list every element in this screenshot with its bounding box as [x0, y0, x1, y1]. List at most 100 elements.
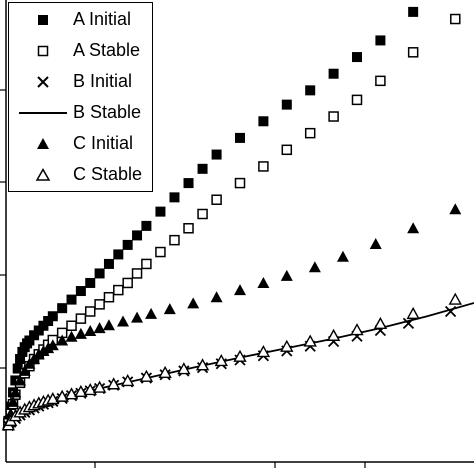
data-point-c-stable — [46, 392, 60, 405]
legend-label: B Stable — [73, 102, 142, 122]
data-point-a-stable — [407, 47, 419, 58]
data-point-a-stable — [197, 208, 208, 220]
data-point-a-stable — [84, 306, 96, 317]
data-point-a-initial — [47, 311, 58, 322]
data-point-a-stable — [169, 234, 180, 246]
data-point-a-initial — [66, 294, 77, 305]
legend-item-c-stable: C Stable — [9, 160, 152, 190]
data-point-a-initial — [328, 68, 339, 79]
data-point-a-initial — [75, 286, 86, 297]
data-point-a-stable — [103, 291, 115, 303]
data-point-c-initial — [407, 222, 420, 234]
legend-label: B Initial — [73, 71, 133, 91]
legend-item-b-stable: B Stable — [9, 98, 152, 128]
data-point-c-stable — [233, 349, 247, 362]
data-point-c-stable — [303, 334, 317, 347]
data-point-c-initial — [234, 284, 246, 296]
data-point-a-initial — [183, 178, 194, 189]
data-point-a-stable — [113, 284, 124, 296]
data-point-a-stable — [122, 277, 133, 289]
data-point-c-stable — [280, 339, 294, 352]
data-point-c-stable — [106, 377, 121, 390]
data-point-c-initial — [84, 324, 97, 336]
data-point-c-initial — [56, 334, 69, 346]
data-point-a-stable — [304, 127, 316, 139]
data-point-c-stable — [448, 292, 462, 305]
series-c-stable — [1, 292, 462, 431]
data-point-c-stable — [256, 344, 271, 358]
legend-label: A Stable — [73, 40, 141, 60]
data-point-c-stable — [120, 373, 135, 387]
filled-square-marker-icon — [38, 15, 48, 25]
data-point-a-initial — [258, 116, 269, 127]
data-point-c-initial — [18, 364, 31, 376]
data-point-a-initial — [57, 303, 68, 314]
data-point-c-stable — [406, 306, 420, 320]
data-point-c-initial — [369, 237, 382, 249]
data-point-a-initial — [15, 354, 26, 365]
legend-item-a-stable: A Stable — [9, 36, 152, 66]
data-point-c-initial — [37, 344, 50, 356]
data-point-c-initial — [74, 327, 87, 339]
data-point-a-initial — [281, 99, 292, 110]
data-point-a-initial — [12, 363, 23, 374]
data-point-a-initial — [132, 230, 143, 241]
data-point-a-stable — [66, 320, 77, 332]
data-point-c-initial — [93, 322, 106, 334]
data-point-c-initial — [163, 303, 176, 315]
data-point-c-initial — [280, 269, 293, 281]
data-point-c-initial — [257, 276, 270, 288]
data-point-a-initial — [24, 335, 35, 346]
legend-item-b-initial: B Initial — [9, 67, 152, 97]
data-point-a-stable — [141, 258, 152, 270]
data-point-c-initial — [14, 374, 27, 386]
data-point-a-initial — [305, 85, 316, 96]
data-point-c-stable — [74, 384, 88, 398]
data-point-a-initial — [197, 163, 208, 174]
data-point-c-initial — [42, 342, 55, 354]
data-point-c-initial — [131, 311, 144, 323]
data-point-c-stable — [55, 389, 69, 402]
data-point-c-initial — [117, 315, 129, 327]
data-point-a-initial — [352, 52, 362, 63]
data-point-c-initial — [65, 330, 78, 342]
data-point-a-initial — [113, 249, 124, 260]
legend-label: C Stable — [73, 164, 143, 184]
data-point-a-initial — [155, 206, 166, 217]
data-point-c-stable — [83, 383, 97, 396]
legend: A Initial A Stable B Initial B Stable C … — [8, 2, 153, 192]
data-point-c-stable — [326, 328, 341, 341]
data-point-c-stable — [139, 369, 154, 382]
data-point-a-stable — [234, 177, 246, 189]
legend-label: A Initial — [73, 9, 132, 29]
data-point-c-stable — [195, 358, 210, 371]
data-point-a-stable — [155, 246, 166, 258]
data-point-a-stable — [94, 299, 105, 310]
open-triangle-marker-icon — [35, 167, 51, 181]
legend-item-a-initial: A Initial — [9, 5, 152, 35]
data-point-a-stable — [450, 13, 461, 25]
data-point-a-stable — [211, 194, 222, 205]
data-point-a-stable — [375, 75, 386, 87]
data-point-a-stable — [351, 94, 363, 106]
data-point-c-initial — [145, 307, 158, 319]
line-marker-icon — [19, 112, 67, 114]
data-point-c-stable — [214, 353, 228, 367]
data-point-a-stable — [75, 313, 87, 324]
data-point-a-initial — [141, 220, 152, 231]
data-point-a-stable — [183, 223, 194, 234]
data-point-a-initial — [122, 239, 133, 250]
data-point-a-initial — [103, 258, 114, 269]
data-point-c-stable — [64, 387, 79, 400]
data-point-c-initial — [187, 297, 200, 309]
data-point-a-initial — [94, 268, 105, 279]
data-point-c-initial — [308, 261, 321, 273]
data-point-c-stable — [373, 316, 388, 330]
legend-label: C Initial — [73, 133, 134, 153]
data-point-a-initial — [211, 149, 222, 160]
data-point-a-stable — [328, 111, 339, 122]
data-point-a-stable — [258, 161, 269, 172]
data-point-a-initial — [375, 35, 386, 46]
data-point-a-initial — [408, 6, 419, 17]
